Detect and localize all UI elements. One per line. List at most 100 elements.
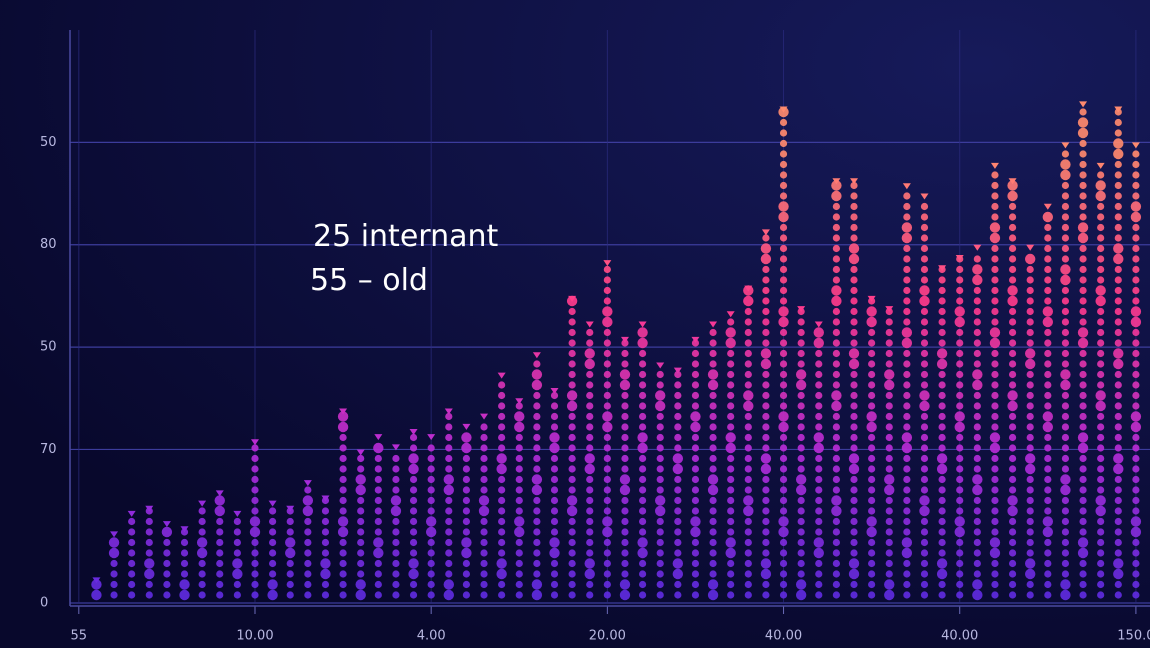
dot	[549, 537, 560, 548]
dot	[973, 391, 981, 400]
dot	[603, 580, 611, 589]
dot	[1114, 202, 1122, 211]
dot	[727, 412, 735, 421]
dot	[674, 412, 682, 421]
dot	[674, 381, 682, 389]
dot	[779, 538, 788, 547]
dot	[1044, 370, 1052, 379]
dot	[903, 591, 911, 599]
dot	[550, 570, 559, 578]
dot	[973, 528, 981, 536]
dot	[760, 253, 772, 265]
dot	[972, 474, 983, 485]
dot	[638, 349, 647, 358]
dot	[1130, 316, 1142, 328]
dot	[868, 559, 876, 568]
dot	[866, 526, 877, 538]
dot	[709, 507, 717, 515]
dot	[797, 339, 805, 347]
dot	[408, 453, 419, 464]
dot	[337, 411, 349, 422]
dot	[1114, 129, 1122, 137]
dot	[866, 421, 877, 433]
dot	[743, 495, 754, 506]
dot	[762, 496, 770, 505]
dot	[1061, 339, 1070, 347]
dot	[550, 591, 559, 599]
dot	[797, 391, 805, 400]
dot	[1079, 570, 1087, 578]
dot	[815, 381, 823, 389]
dot	[656, 486, 664, 494]
dot	[884, 484, 895, 496]
dot	[656, 549, 664, 557]
dot	[920, 580, 929, 589]
dot	[339, 570, 347, 578]
dot	[868, 507, 876, 515]
dot	[1008, 339, 1017, 347]
dot	[637, 442, 648, 454]
dot	[1044, 475, 1052, 484]
dot	[991, 276, 999, 284]
dot	[1026, 402, 1034, 410]
dot	[1097, 475, 1105, 484]
dot	[919, 400, 930, 412]
dot	[1114, 286, 1122, 295]
dot	[128, 580, 136, 589]
dot	[709, 538, 717, 547]
marks	[91, 101, 1142, 601]
dot	[621, 423, 629, 431]
dot	[1114, 475, 1122, 484]
dot	[304, 538, 312, 547]
dot	[392, 517, 400, 526]
dot	[637, 337, 648, 349]
dot-tip	[391, 444, 400, 451]
dot-column	[566, 295, 578, 599]
dot	[1097, 423, 1105, 431]
dot	[850, 202, 858, 211]
dot	[1044, 349, 1052, 358]
dot	[920, 412, 929, 421]
dot	[727, 318, 735, 326]
dot	[655, 495, 666, 506]
dot	[1042, 421, 1054, 433]
dot-tip	[797, 306, 806, 313]
dot	[885, 517, 893, 526]
dot	[655, 390, 666, 401]
dot	[339, 538, 347, 547]
dot	[727, 391, 735, 400]
dot	[443, 589, 454, 601]
dot	[709, 444, 717, 452]
dot	[1079, 192, 1087, 200]
dot	[903, 475, 911, 484]
dot	[337, 421, 349, 433]
dot	[815, 475, 823, 484]
dot	[355, 579, 366, 590]
dot	[251, 454, 259, 463]
dot	[973, 423, 981, 431]
dot	[1008, 202, 1017, 211]
dot	[938, 423, 946, 431]
dot	[920, 318, 929, 326]
dot	[744, 454, 752, 463]
dot	[779, 475, 788, 484]
dot	[1132, 181, 1140, 190]
dot	[991, 412, 999, 421]
dot	[885, 570, 893, 578]
dot	[920, 444, 929, 452]
dot	[903, 307, 911, 316]
dot	[691, 381, 700, 389]
dot	[901, 547, 913, 559]
dot	[1079, 108, 1087, 116]
dot	[251, 496, 259, 505]
dot	[1044, 559, 1052, 568]
dot	[1008, 265, 1017, 274]
dot	[956, 370, 964, 379]
dot	[656, 559, 664, 568]
dot	[480, 559, 488, 568]
dot	[1132, 381, 1140, 389]
dot-tip	[110, 531, 119, 538]
dot	[637, 327, 648, 338]
dot	[1130, 201, 1142, 212]
dot	[815, 559, 823, 568]
